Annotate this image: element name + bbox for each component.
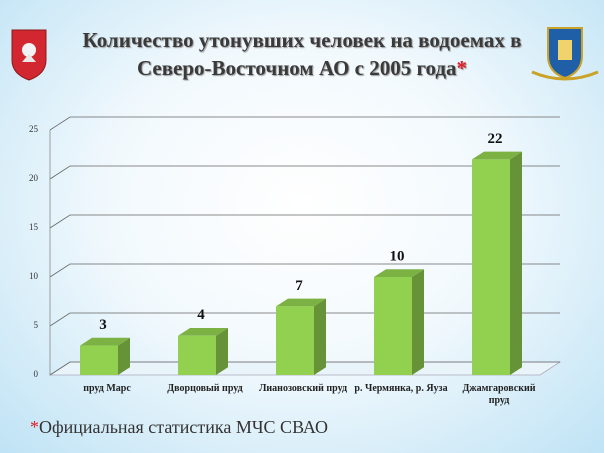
x-tick-label: пруд Марс [83, 383, 131, 394]
grid-line [49, 165, 560, 180]
bar-top [80, 337, 130, 346]
grid-line [49, 116, 560, 131]
bar [80, 345, 118, 375]
bar [178, 335, 216, 375]
slide-title: Количество утонувших человек на водоемах… [62, 26, 542, 82]
footnote-mark: * [30, 417, 39, 437]
bar [276, 306, 314, 375]
y-tick-label: 5 [34, 320, 39, 330]
bar-top [472, 151, 522, 160]
bar-side [216, 328, 228, 375]
x-tick-label: Лианозовский пруд [258, 383, 348, 394]
bar-top [276, 298, 326, 307]
bar-top [374, 269, 424, 277]
value-label: 3 [99, 317, 107, 333]
title-text: Количество утонувших человек на водоемах… [82, 28, 522, 80]
bar-top [178, 328, 228, 336]
x-tick-label: р. Чермянка, р. Яуза [354, 383, 448, 394]
bar [374, 277, 412, 375]
value-label: 7 [295, 278, 303, 294]
y-tick-label: 20 [29, 173, 39, 183]
bar-side [314, 298, 326, 375]
emblem-left [11, 29, 47, 81]
bar-side [510, 151, 522, 375]
footnote-text: Официальная статистика МЧС СВАО [39, 417, 329, 437]
bar-side [118, 337, 130, 375]
value-label: 22 [488, 131, 503, 147]
footnote: *Официальная статистика МЧС СВАО [30, 417, 328, 438]
value-label: 4 [197, 307, 205, 323]
grid-line [49, 263, 560, 278]
x-tick-label: Джамгаровский пруд [462, 383, 536, 406]
y-tick-label: 0 [34, 369, 39, 379]
y-tick-label: 25 [29, 124, 39, 134]
value-label: 10 [390, 248, 405, 264]
emblem-right [531, 27, 599, 81]
y-tick-label: 15 [29, 222, 39, 232]
x-tick-label: Дворцовый пруд [167, 383, 243, 394]
title-mark: * [456, 56, 468, 80]
bar-side [412, 269, 424, 375]
grid-line [49, 214, 560, 229]
bar [472, 159, 510, 375]
y-tick-label: 10 [29, 271, 39, 281]
